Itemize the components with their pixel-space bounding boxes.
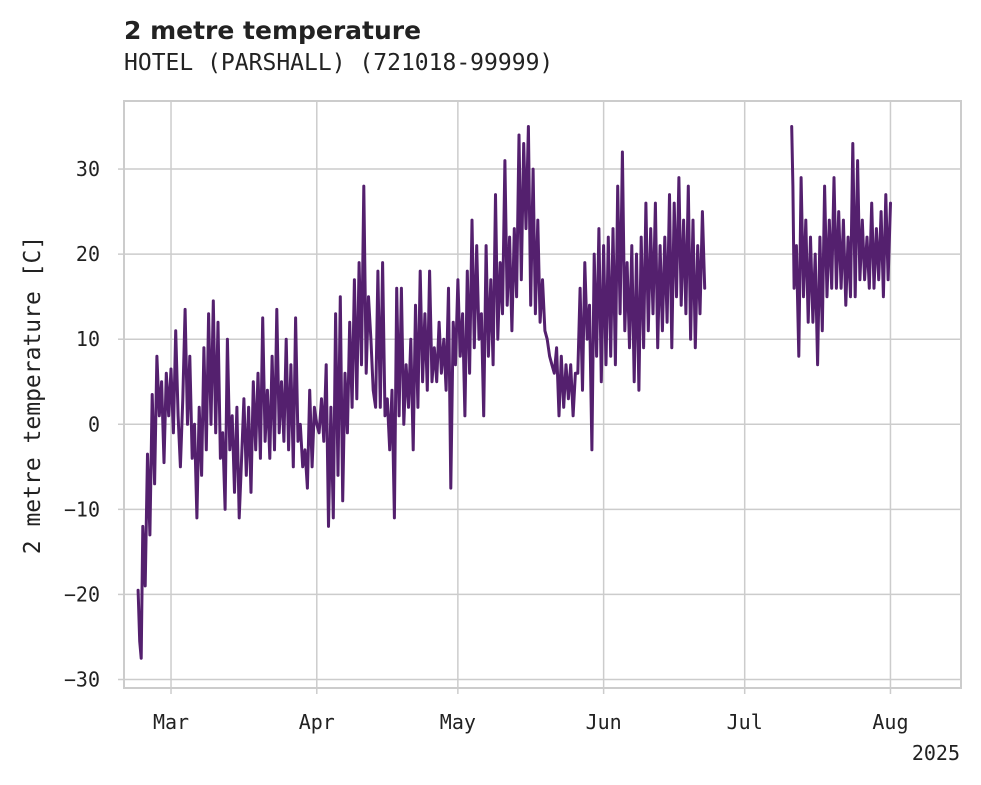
x-tick-label: May xyxy=(440,710,476,734)
y-tick-label: 30 xyxy=(76,157,100,181)
plot-frame xyxy=(123,100,962,689)
y-axis-label: 2 metre temperature [C] xyxy=(20,236,46,555)
year-label: 2025 xyxy=(912,741,960,765)
y-tick-label: 0 xyxy=(88,412,100,436)
x-tick-label: Mar xyxy=(153,710,189,734)
temperature-line xyxy=(136,125,707,660)
x-tick-label: Aug xyxy=(872,710,908,734)
temperature-line xyxy=(790,125,892,367)
y-tick-label: −30 xyxy=(64,667,100,691)
y-tick-label: −10 xyxy=(64,497,100,521)
y-tick-label: 10 xyxy=(76,327,100,351)
y-tick-label: 20 xyxy=(76,242,100,266)
y-tick-labels: −30 −20 −10 0 10 20 30 xyxy=(64,157,124,691)
y-tick-label: −20 xyxy=(64,582,100,606)
chart-title: 2 metre temperature xyxy=(124,16,422,45)
series-layer xyxy=(136,125,892,660)
x-tick-label: Jun xyxy=(586,710,622,734)
x-tick-label: Jul xyxy=(727,710,763,734)
x-tick-labels: Mar Apr May Jun Jul Aug xyxy=(153,688,909,734)
chart-subtitle: HOTEL (PARSHALL) (721018-99999) xyxy=(124,50,554,76)
x-tick-label: Apr xyxy=(299,710,335,734)
